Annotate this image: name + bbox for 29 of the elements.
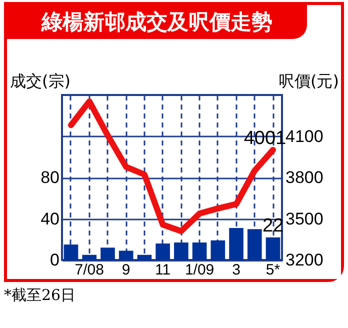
bar xyxy=(247,229,262,260)
y2-tick-label: 3500 xyxy=(286,209,324,228)
x-tick-label: 7/08 xyxy=(74,262,104,278)
bar xyxy=(229,228,244,260)
bar xyxy=(82,254,97,260)
y-axis-title: 成交(宗) xyxy=(10,72,70,90)
bar xyxy=(156,244,170,260)
y2-tick-label: 3800 xyxy=(286,168,324,187)
bar xyxy=(266,237,280,260)
y-tick-label: 0 xyxy=(50,250,60,270)
x-tick-label: 3 xyxy=(232,262,240,278)
bar xyxy=(210,240,226,260)
bar xyxy=(192,242,207,260)
x-tick-label: 11 xyxy=(155,262,171,278)
bar xyxy=(64,244,78,260)
x-tick-label: 5* xyxy=(266,262,280,278)
bar xyxy=(174,242,188,260)
x-tick-label: 9 xyxy=(122,262,130,278)
chart-title: 綠楊新邨成交及呎價走勢 xyxy=(7,5,307,39)
y-tick-label: 40 xyxy=(40,209,60,228)
y2-tick-label: 3200 xyxy=(286,250,324,270)
y-tick-label: 80 xyxy=(40,168,60,187)
x-tick-label: 1/09 xyxy=(184,262,214,278)
y2-axis-title: 呎價(元) xyxy=(278,72,339,90)
y2-tick-label: 4100 xyxy=(286,126,324,146)
bar xyxy=(100,248,115,260)
bar xyxy=(137,254,152,260)
bar xyxy=(118,250,134,260)
text: *截至26日 xyxy=(4,286,77,305)
